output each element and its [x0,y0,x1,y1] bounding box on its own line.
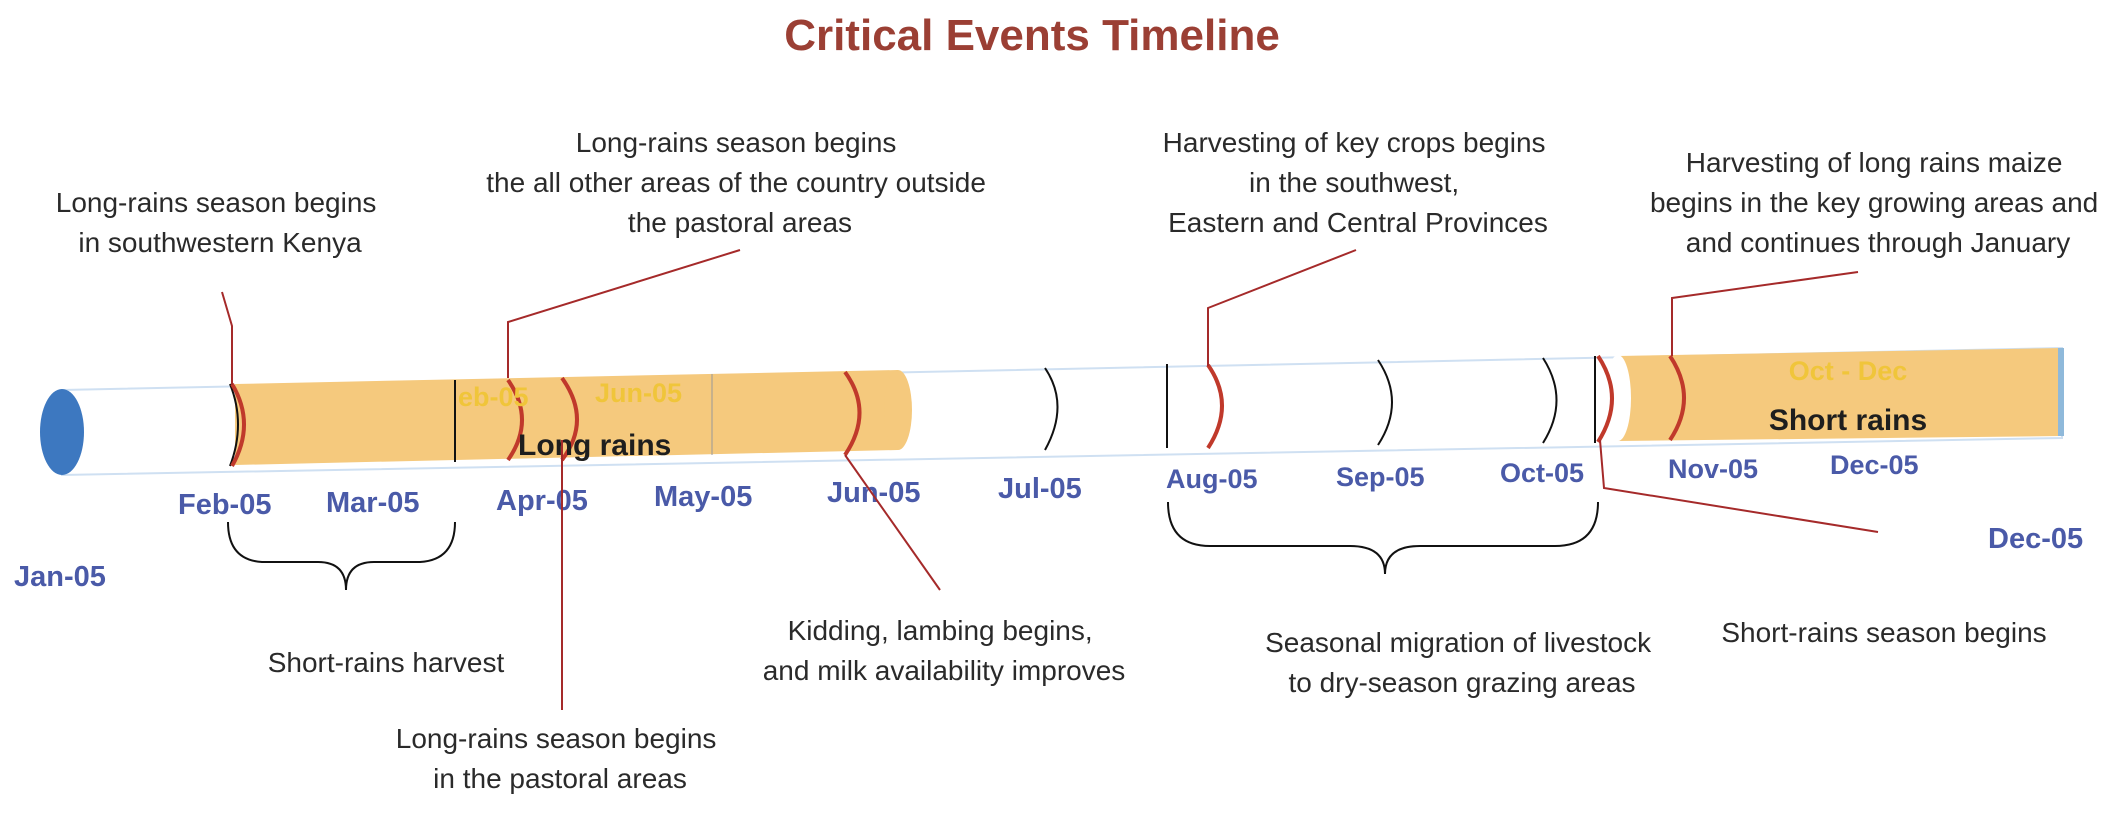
annotation-harvest-maize: Harvesting of long rains maize begins in… [1650,147,2106,258]
leader-short-begins [1599,439,1879,533]
ring-apr-b [560,376,579,462]
annotation-line: in the pastoral areas [433,763,687,794]
leader-other-areas [507,249,741,378]
band-end-cap-long [884,370,912,450]
annotation-short-harvest: Short-rains harvest [268,647,505,678]
month-label: Oct-05 [1500,458,1584,488]
leader-harvest-maize [1671,271,1859,356]
short-rains-band [1618,348,2062,441]
annotation-line: Harvesting of key crops begins [1163,127,1546,158]
event-rings [230,354,1686,467]
month-label: Jan-05 [14,561,106,593]
month-label: Feb-05 [178,489,271,521]
annotation-sw-kenya: Long-rains season begins in southwestern… [56,187,384,258]
timeline-tube [40,346,2064,477]
divider-jul [1044,367,1059,451]
ring-jun [843,370,862,457]
long-rains-sub-right: Jun-05 [595,378,682,408]
annotation-line: and milk availability improves [763,655,1126,686]
annotation-line: to dry-season grazing areas [1288,667,1635,698]
annotation-line: begins in the key growing areas and [1650,187,2098,218]
annotation-line: Harvesting of long rains maize [1686,147,2063,178]
month-dividers [229,356,1596,467]
annotation-other-areas: Long-rains season begins the all other a… [486,127,993,238]
month-label: Aug-05 [1166,464,1258,494]
annotation-line: Eastern and Central Provinces [1168,207,1548,238]
annotation-kidding: Kidding, lambing begins, and milk availa… [763,615,1126,686]
annotation-migration: Seasonal migration of livestock to dry-s… [1265,627,1659,698]
month-label: Jun-05 [827,477,920,509]
divider-sep [1377,359,1393,446]
annotation-line: Long-rains season begins [56,187,377,218]
month-label: May-05 [654,481,752,513]
timeline-end-cap [2058,348,2064,436]
month-labels: Jan-05 Feb-05 Mar-05 Apr-05 May-05 Jun-0… [14,450,2083,593]
annotation-line: in southwestern Kenya [78,227,362,258]
long-rains-sub-left: eb-05 [458,382,529,412]
annotation-pastoral: Long-rains season begins in the pastoral… [396,723,724,794]
annotation-line: and continues through January [1686,227,2071,258]
leader-sw-kenya [221,291,233,385]
month-label: Apr-05 [496,485,588,517]
annotation-line: Kidding, lambing begins, [788,615,1093,646]
brace-short-harvest [227,521,456,591]
short-rains-label: Short rains [1769,404,1927,437]
timeline-start-cap [40,389,84,475]
divider-oct [1542,357,1558,444]
long-rains-band [235,370,898,465]
short-rains-sub: Oct - Dec [1789,356,1908,386]
annotation-line: the all other areas of the country outsi… [486,167,986,198]
leader-harvest-sw [1207,249,1357,366]
month-label: Dec-05 [1988,523,2083,555]
annotation-short-begins: Short-rains season begins [1721,617,2046,648]
leader-lines [221,249,1879,710]
ring-feb [230,382,246,467]
month-label: Dec-05 [1830,450,1919,480]
brace-migration [1167,501,1599,575]
braces [227,501,1599,591]
divider-feb [229,383,239,467]
leader-kidding [844,454,941,591]
diagram-title: Critical Events Timeline [784,11,1280,60]
ring-oct [1596,354,1614,444]
month-label: Jul-05 [998,473,1082,505]
ring-nov [1668,354,1686,442]
annotation-harvest-sw: Harvesting of key crops begins in the so… [1163,127,1554,238]
annotation-line: Long-rains season begins [576,127,897,158]
annotation-line: in the southwest, [1249,167,1459,198]
annotation-line: Seasonal migration of livestock [1265,627,1652,658]
band-start-cap-short [1605,355,1631,441]
ring-apr-a [506,378,524,462]
month-label: Mar-05 [326,487,420,519]
month-label: Nov-05 [1668,454,1758,484]
long-rains-label: Long rains [518,429,671,462]
month-label: Sep-05 [1336,462,1425,492]
ring-aug [1206,363,1224,450]
annotation-line: Long-rains season begins [396,723,717,754]
annotation-line: the pastoral areas [628,207,852,238]
